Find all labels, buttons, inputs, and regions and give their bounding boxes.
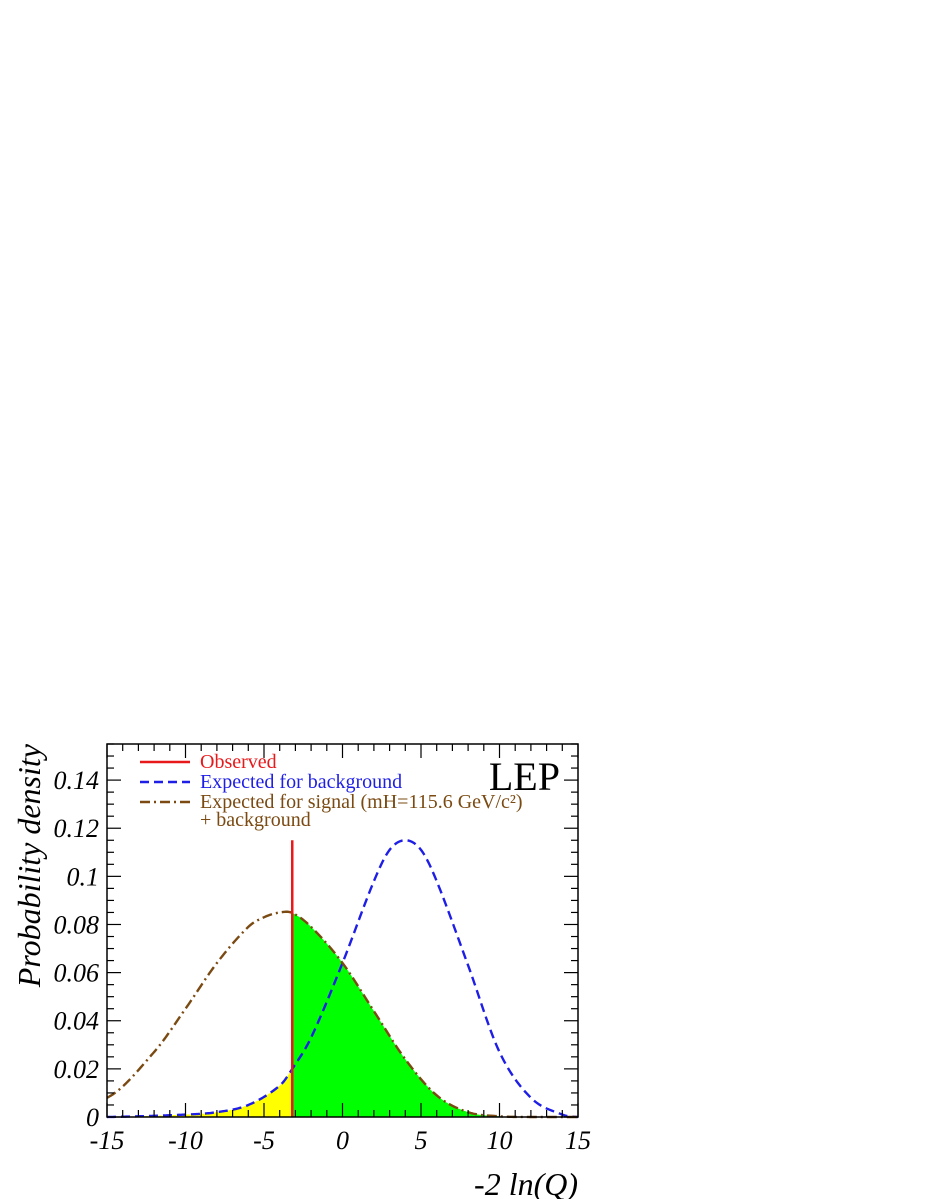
y-tick-label: 0.08: [54, 910, 100, 939]
legend-label-1: Observed: [200, 751, 277, 773]
y-tick-label: 0.1: [67, 862, 100, 891]
corner-label: LEP: [489, 754, 560, 799]
series-line-2: [106, 910, 578, 1119]
y-tick-label: 0.14: [54, 766, 100, 795]
x-tick-label: -15: [90, 1126, 125, 1155]
legend-label-3-line2: + background: [200, 809, 311, 831]
fill-region-2: [292, 912, 578, 1117]
fill-regions: [107, 912, 578, 1117]
y-axis-title: Probability density: [11, 743, 47, 988]
fill-region-1: [107, 1068, 293, 1117]
y-tick-label: 0.04: [54, 1007, 100, 1036]
y-tick-label: 0.02: [54, 1055, 100, 1084]
legend-label-2: Expected for background: [200, 771, 402, 793]
x-tick-label: 10: [487, 1126, 513, 1155]
x-tick-label: 15: [565, 1126, 591, 1155]
x-tick-label: 5: [415, 1126, 428, 1155]
x-axis-title: -2 ln(Q): [474, 1166, 578, 1199]
y-tick-label: 0: [86, 1103, 99, 1132]
y-tick-label: 0.06: [54, 959, 100, 988]
x-tick-label: -5: [253, 1126, 275, 1155]
y-tick-label: 0.12: [54, 814, 100, 843]
axis-ticks: [106, 743, 579, 1118]
legend-label-3: Expected for signal (mH=115.6 GeV/c²): [200, 791, 523, 813]
tick-labels: -15 -10 -5 0 5 10 15 0 0.02 0.04 0.06 0.08 0.1 0.12 0.…: [54, 766, 592, 1155]
x-tick-label: 0: [336, 1126, 349, 1155]
x-tick-label: -10: [168, 1126, 203, 1155]
